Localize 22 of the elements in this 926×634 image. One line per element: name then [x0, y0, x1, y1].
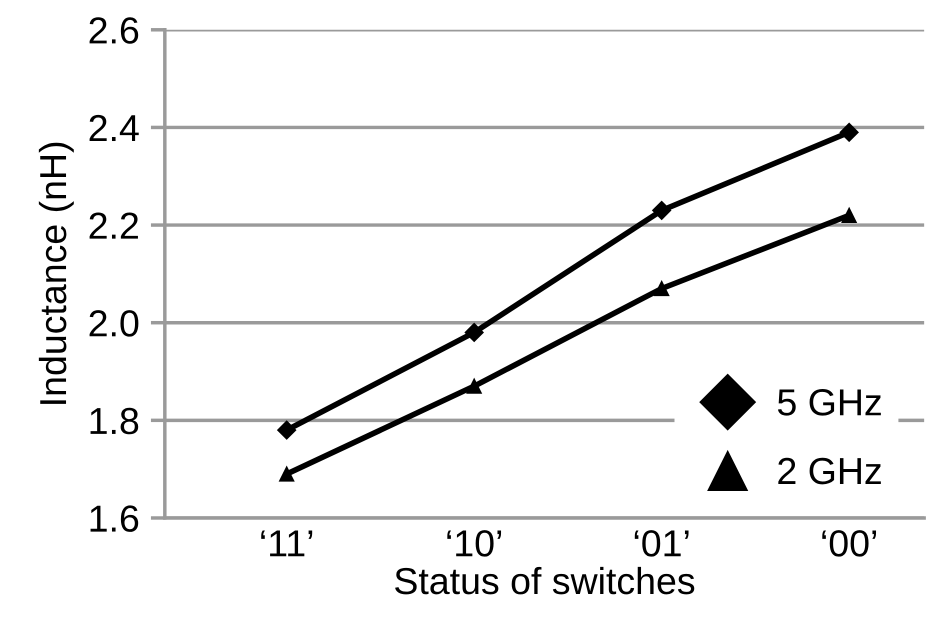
point	[466, 378, 482, 394]
point	[652, 200, 672, 220]
y-tick-label: 2.2	[90, 212, 138, 239]
x-tick-label: ‘11’	[261, 530, 312, 556]
legend-label: 5 GHz	[778, 389, 881, 416]
x-tick-label: ‘00’	[822, 530, 876, 557]
y-tick-label: 2.0	[90, 310, 138, 337]
point	[654, 280, 670, 296]
legend-label: 2 GHz	[778, 458, 881, 484]
x-tick-label: ‘01’	[634, 530, 689, 557]
point	[842, 208, 857, 223]
y-tick-label: 1.8	[90, 408, 138, 434]
y-axis-title: Inductance (nH)	[38, 142, 74, 404]
x-axis-title: Status of switches	[395, 566, 694, 594]
x-tick-label: ‘10’	[447, 530, 502, 557]
point	[277, 420, 296, 440]
y-tick-label: 2.6	[90, 17, 138, 44]
point	[464, 322, 484, 342]
y-tick-label: 2.4	[90, 114, 139, 142]
y-tick-label: 1.6	[90, 505, 138, 532]
point	[840, 122, 859, 142]
point	[279, 466, 294, 482]
